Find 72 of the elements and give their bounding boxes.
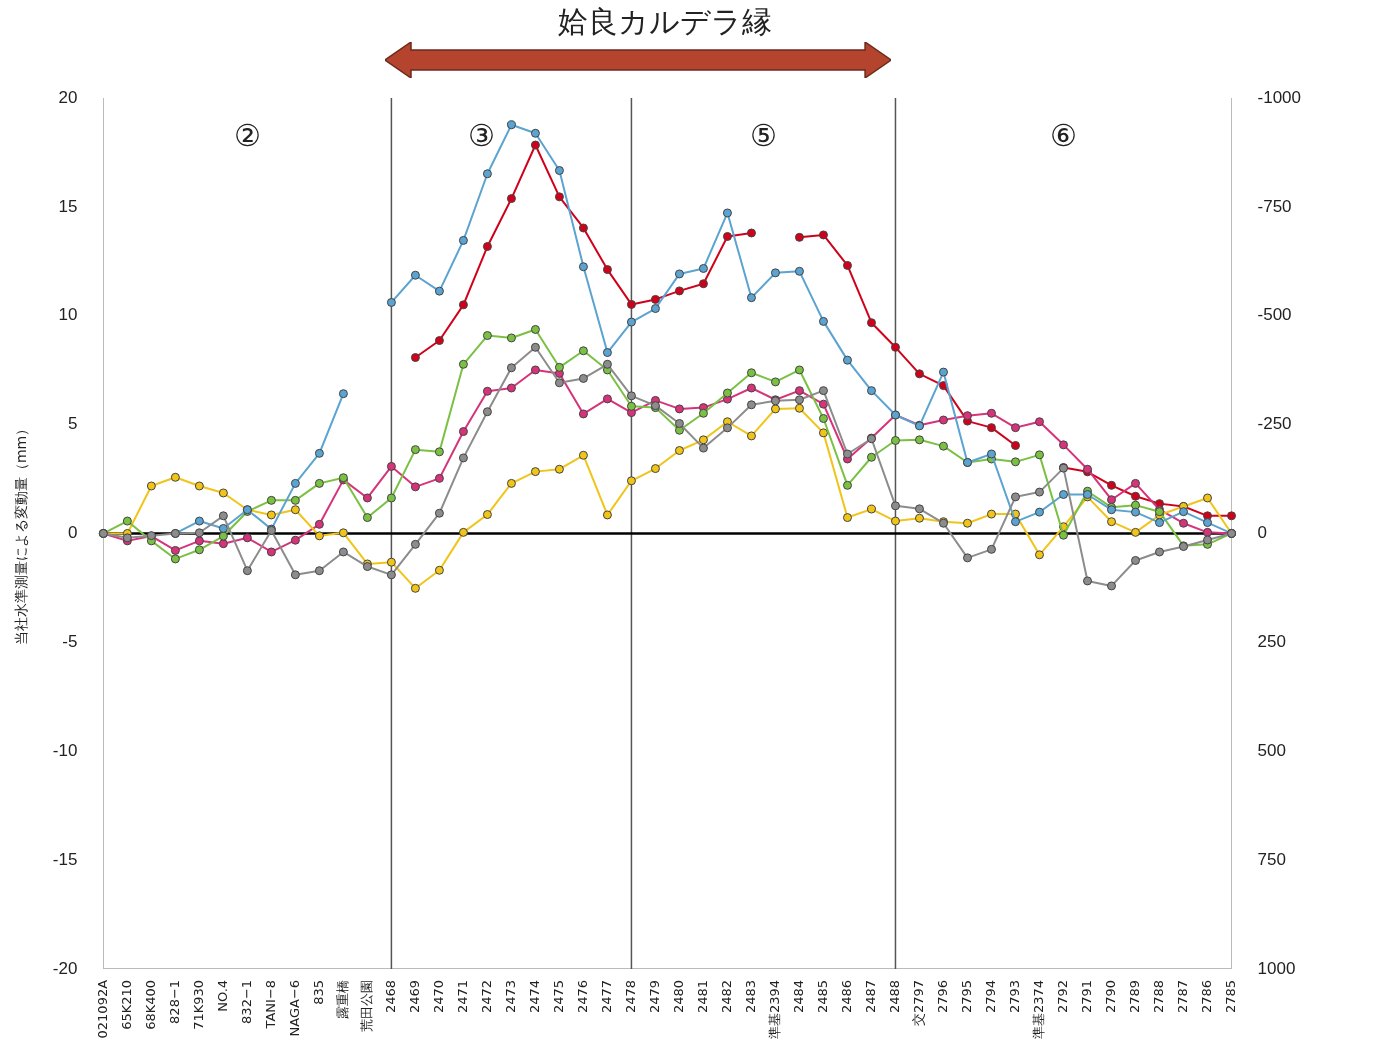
y-tick-label: 0 xyxy=(67,523,78,543)
x-tick-label: 832−1 xyxy=(238,979,254,1024)
x-tick-label: 2480 xyxy=(670,979,686,1014)
chart-title: 姶良カルデラ縁 xyxy=(557,3,772,39)
x-tick-label: 2790 xyxy=(1102,979,1118,1014)
x-tick-label: 2792 xyxy=(1054,979,1070,1014)
y-tick-label: -5 xyxy=(62,632,78,652)
y-tick-label: 20 xyxy=(58,87,78,107)
y-tick-label: -20 xyxy=(52,958,78,978)
x-tick-label: 2787 xyxy=(1174,979,1190,1014)
x-tick-label: 2789 xyxy=(1126,979,1142,1014)
x-tick-label: 835 xyxy=(310,979,326,1005)
x-tick-label: 2481 xyxy=(694,979,710,1014)
x-tick-label: 2785 xyxy=(1222,979,1238,1014)
y2-tick-label: 1000 xyxy=(1257,958,1296,978)
x-tick-label: 2478 xyxy=(622,979,638,1014)
x-tick-label: 2788 xyxy=(1150,979,1166,1014)
x-tick-label: 021092A xyxy=(94,979,110,1039)
x-tick-label: NAGA−6 xyxy=(286,979,302,1037)
x-tick-label: 71K930 xyxy=(190,979,206,1030)
annotation: ③ xyxy=(467,117,495,153)
x-tick-label: 準基2374 xyxy=(1030,979,1046,1040)
x-tick-label: 2469 xyxy=(406,979,422,1014)
y2-tick-label: 750 xyxy=(1257,849,1286,869)
y2-tick-label: 250 xyxy=(1257,632,1286,652)
x-tick-label: 2482 xyxy=(718,979,734,1014)
x-tick-label: 交2797 xyxy=(910,979,926,1027)
annotation: ⑥ xyxy=(1050,117,1077,153)
x-tick-label: NO.4 xyxy=(214,979,230,1012)
x-tick-label: 2485 xyxy=(814,979,830,1014)
x-tick-label: TANI−8 xyxy=(262,979,278,1030)
x-tick-label: 2473 xyxy=(502,979,518,1014)
y-tick-label: -15 xyxy=(52,849,78,869)
x-tick-label: 2470 xyxy=(430,979,446,1014)
y-axis-title: 当社水準測量による変動量（mm） xyxy=(13,421,30,646)
x-tick-label: 2474 xyxy=(526,979,542,1014)
x-tick-label: 2484 xyxy=(790,979,806,1014)
x-tick-label: 2791 xyxy=(1078,979,1094,1014)
y-tick-label: 15 xyxy=(58,196,78,216)
x-tick-label: 2794 xyxy=(982,979,998,1014)
x-tick-label: 2793 xyxy=(1006,979,1022,1014)
x-tick-label: 2487 xyxy=(862,979,878,1014)
x-tick-label: 露重橋 xyxy=(334,979,350,1019)
x-tick-label: 2483 xyxy=(742,979,758,1014)
x-tick-label: 2479 xyxy=(646,979,662,1014)
x-tick-label: 828−1 xyxy=(166,979,182,1024)
x-tick-label: 2488 xyxy=(886,979,902,1014)
x-tick-label: 2472 xyxy=(478,979,494,1014)
y-tick-label: 5 xyxy=(67,414,78,434)
x-tick-label: 68K400 xyxy=(142,979,158,1030)
annotation: ⑤ xyxy=(750,117,777,153)
y2-tick-label: 500 xyxy=(1257,740,1286,760)
x-tick-label: 2468 xyxy=(382,979,398,1014)
x-tick-label: 2486 xyxy=(838,979,854,1014)
y2-tick-label: -500 xyxy=(1257,305,1292,325)
x-tick-label: 2796 xyxy=(934,979,950,1014)
x-tick-label: 2786 xyxy=(1198,979,1214,1014)
x-tick-label: 2471 xyxy=(454,979,470,1014)
y2-tick-label: 0 xyxy=(1257,523,1267,543)
x-tick-label: 2475 xyxy=(550,979,566,1014)
y2-tick-label: -1000 xyxy=(1257,87,1301,107)
y2-tick-label: -250 xyxy=(1257,414,1292,434)
y-tick-label: -10 xyxy=(52,740,78,760)
x-tick-label: 2795 xyxy=(958,979,974,1014)
annotation: ② xyxy=(233,117,261,153)
x-tick-label: 2477 xyxy=(598,979,614,1014)
x-tick-label: 準基2394 xyxy=(766,979,782,1040)
x-tick-label: 2476 xyxy=(574,979,590,1014)
x-tick-label: 65K210 xyxy=(118,979,134,1030)
y-tick-label: 10 xyxy=(58,305,78,325)
x-tick-label: 荒田公園 xyxy=(358,979,374,1032)
y2-tick-label: -750 xyxy=(1257,196,1292,216)
